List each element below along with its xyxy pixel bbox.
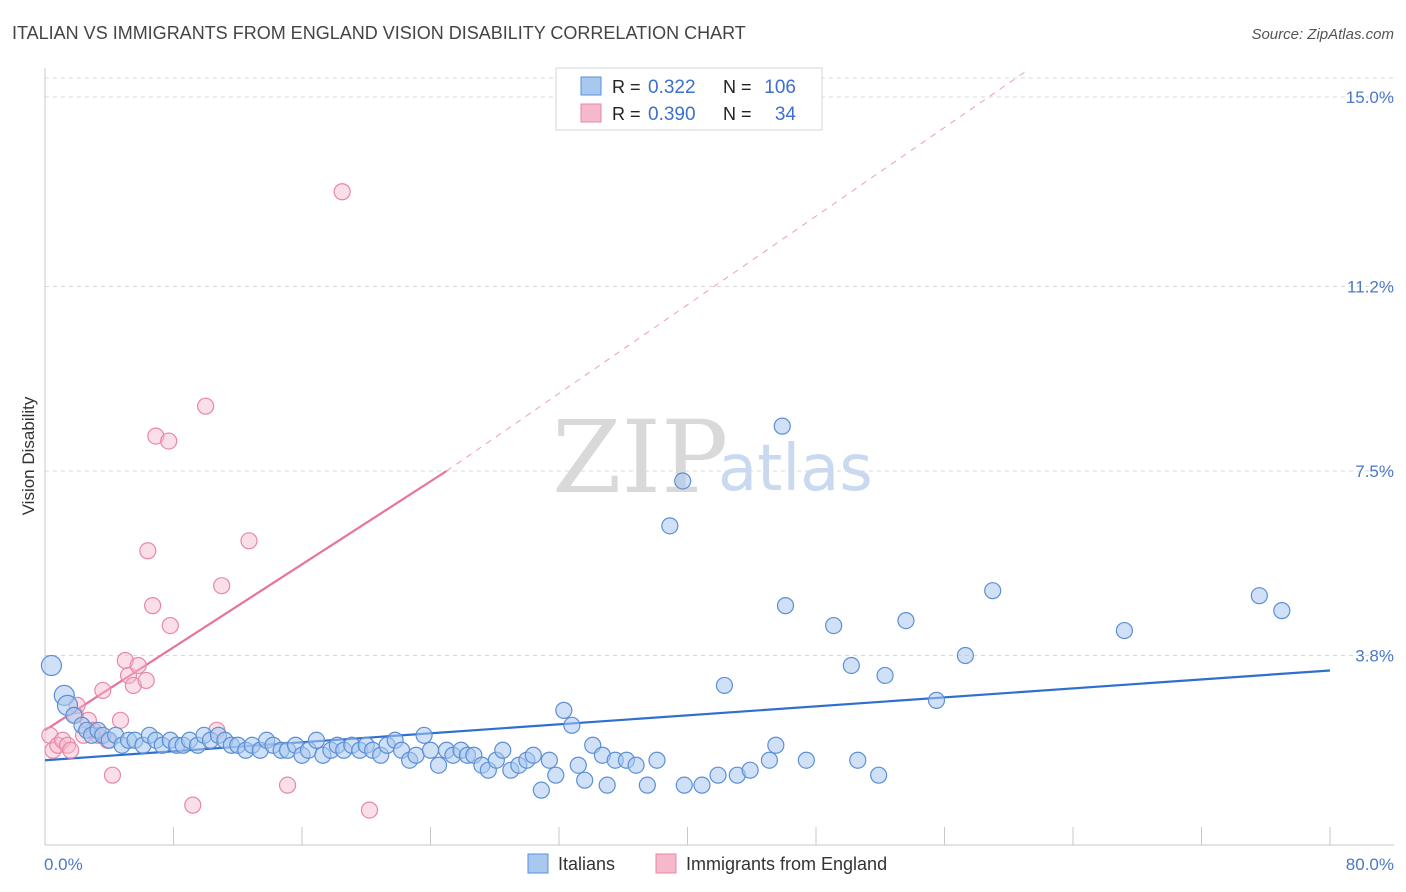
italians-point bbox=[661, 517, 679, 535]
england-point bbox=[49, 736, 67, 754]
italians-point bbox=[1115, 621, 1134, 640]
england-point bbox=[161, 616, 179, 635]
england-point bbox=[94, 681, 112, 700]
england-point bbox=[139, 542, 157, 560]
italians-point bbox=[927, 691, 946, 709]
italians-point bbox=[870, 766, 888, 784]
italians-points bbox=[40, 417, 1291, 799]
italians-point bbox=[675, 776, 693, 794]
y-tick-label: 15.0% bbox=[1346, 88, 1394, 107]
italians-point bbox=[897, 611, 915, 630]
england-point bbox=[278, 776, 297, 794]
england-points bbox=[41, 183, 379, 819]
italians-point bbox=[709, 766, 727, 784]
chart-title: ITALIAN VS IMMIGRANTS FROM ENGLAND VISIO… bbox=[12, 23, 746, 43]
italians-point bbox=[849, 751, 867, 769]
england-point bbox=[137, 671, 155, 690]
y-tick-label: 11.2% bbox=[1347, 277, 1394, 296]
italians-point bbox=[984, 582, 1002, 600]
italians-point bbox=[638, 776, 656, 794]
italians-point bbox=[797, 751, 815, 769]
legend-r-label-england: R = bbox=[612, 104, 641, 124]
england-point bbox=[160, 432, 178, 450]
italians-point bbox=[532, 781, 550, 799]
england-point bbox=[333, 183, 351, 201]
italians-point bbox=[674, 472, 692, 490]
series-legend: Italians Immigrants from England bbox=[527, 853, 887, 874]
italians-point bbox=[1273, 602, 1291, 620]
england-point bbox=[124, 676, 142, 695]
x-tick-label-min: 0.0% bbox=[44, 855, 83, 874]
bottom-legend-label-england: Immigrants from England bbox=[686, 854, 887, 874]
italians-point bbox=[540, 751, 558, 769]
italians-point bbox=[429, 756, 448, 774]
italians-point bbox=[1250, 587, 1268, 605]
italians-point bbox=[555, 701, 573, 719]
legend-n-label-england: N = bbox=[723, 104, 752, 124]
italians-point bbox=[693, 776, 711, 794]
italians-point bbox=[407, 746, 425, 764]
italians-point bbox=[415, 726, 433, 744]
italians-point bbox=[524, 746, 542, 764]
watermark-atlas: atlas bbox=[718, 432, 873, 506]
legend-r-value-italians: 0.322 bbox=[648, 77, 696, 98]
italians-point bbox=[767, 736, 785, 754]
legend-n-label-italians: N = bbox=[723, 77, 752, 97]
england-trend-line bbox=[44, 470, 448, 732]
england-point bbox=[129, 656, 147, 675]
italians-point bbox=[598, 776, 616, 794]
italians-point bbox=[563, 716, 581, 734]
italians-point bbox=[876, 666, 894, 685]
england-point bbox=[184, 796, 202, 814]
y-axis-title: Vision Disability bbox=[19, 396, 38, 515]
italians-point bbox=[421, 741, 440, 759]
axes bbox=[44, 68, 1394, 846]
italians-point bbox=[741, 761, 759, 779]
chart-source: Source: ZipAtlas.com bbox=[1251, 26, 1394, 43]
england-point bbox=[144, 597, 162, 615]
england-trend-extension bbox=[446, 71, 1026, 472]
italians-point bbox=[576, 771, 594, 789]
legend-swatch-england bbox=[580, 103, 602, 123]
england-point bbox=[197, 397, 215, 415]
watermark-zip: ZIP bbox=[552, 399, 728, 516]
england-point bbox=[147, 427, 165, 445]
x-tick-label-max: 80.0% bbox=[1346, 855, 1394, 874]
legend-n-value-england: 34 bbox=[775, 104, 797, 125]
italians-point bbox=[825, 616, 843, 635]
italians-point bbox=[842, 656, 860, 675]
italians-point bbox=[773, 417, 791, 435]
england-point bbox=[240, 532, 258, 550]
italians-point bbox=[307, 731, 326, 749]
italians-point bbox=[547, 766, 565, 784]
england-point bbox=[62, 741, 80, 759]
england-point bbox=[111, 711, 130, 729]
bottom-legend-label-italians: Italians bbox=[558, 854, 615, 874]
legend-swatch-italians bbox=[580, 76, 602, 96]
italians-point bbox=[760, 751, 779, 769]
legend-r-label-italians: R = bbox=[612, 77, 641, 97]
bottom-legend-swatch-italians bbox=[527, 853, 549, 874]
gridlines bbox=[45, 77, 1394, 657]
england-point bbox=[103, 766, 122, 784]
england-point bbox=[213, 577, 231, 595]
england-point bbox=[360, 801, 379, 819]
italians-point bbox=[956, 646, 974, 665]
italians-point bbox=[648, 751, 666, 769]
y-tick-labels: 3.8% 7.5% 11.2% 15.0% bbox=[1346, 88, 1394, 666]
italians-point bbox=[776, 597, 795, 615]
stats-legend: R = 0.322 N = 106 R = 0.390 N = 34 bbox=[555, 67, 823, 131]
italians-point bbox=[494, 741, 512, 759]
italians-point bbox=[627, 756, 645, 774]
italians-point bbox=[40, 654, 63, 677]
y-tick-label: 7.5% bbox=[1355, 462, 1394, 481]
italians-point bbox=[715, 676, 734, 695]
england-point bbox=[58, 736, 77, 754]
legend-n-value-italians: 106 bbox=[764, 77, 796, 98]
italians-point bbox=[569, 756, 587, 774]
y-tick-label: 3.8% bbox=[1355, 647, 1394, 666]
bottom-legend-swatch-england bbox=[655, 853, 677, 874]
legend-r-value-england: 0.390 bbox=[648, 104, 696, 125]
